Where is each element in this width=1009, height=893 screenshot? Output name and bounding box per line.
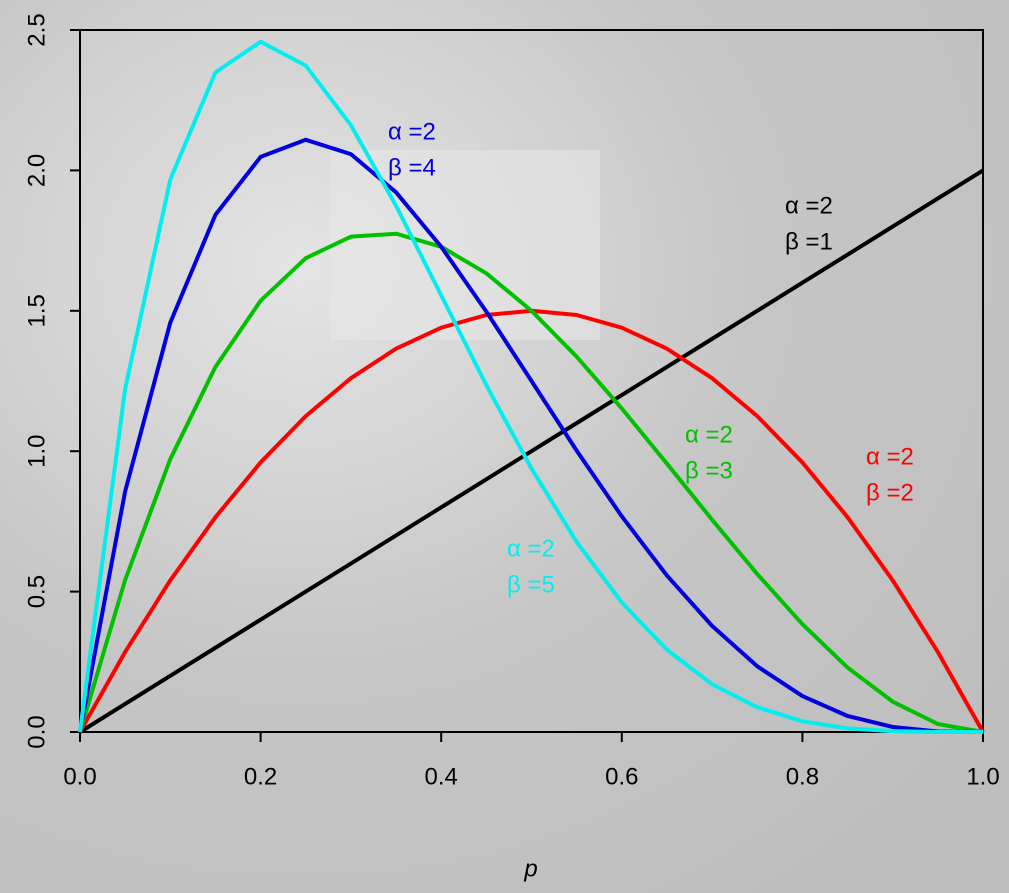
x-tick-label: 0.0 bbox=[63, 763, 96, 790]
series-label: β =4 bbox=[388, 154, 436, 181]
series-label: β =2 bbox=[866, 479, 914, 506]
x-axis-label: p bbox=[523, 855, 537, 882]
y-tick-label: 1.0 bbox=[23, 435, 50, 468]
series-line bbox=[78, 39, 983, 734]
series-line bbox=[78, 137, 984, 734]
series-label: β =3 bbox=[685, 457, 733, 484]
plot-frame bbox=[79, 29, 984, 733]
series-label: α =2 bbox=[785, 192, 833, 219]
series-label: α =2 bbox=[507, 535, 555, 562]
series-label: α =2 bbox=[685, 421, 733, 448]
x-tick-label: 0.2 bbox=[244, 763, 277, 790]
series-label: β =1 bbox=[785, 228, 833, 255]
x-tick-label: 0.6 bbox=[605, 763, 638, 790]
series-label: α =2 bbox=[866, 443, 914, 470]
background-shape bbox=[330, 150, 600, 340]
x-tick-label: 1.0 bbox=[966, 763, 999, 790]
series-label: α =2 bbox=[388, 118, 436, 145]
y-tick-label: 1.5 bbox=[23, 294, 50, 327]
y-tick-label: 2.0 bbox=[23, 154, 50, 187]
x-tick-label: 0.8 bbox=[786, 763, 819, 790]
y-tick-label: 0.0 bbox=[23, 715, 50, 748]
y-tick-label: 0.5 bbox=[23, 575, 50, 608]
series-label: β =5 bbox=[507, 571, 555, 598]
x-tick-label: 0.4 bbox=[425, 763, 458, 790]
series-line bbox=[78, 168, 985, 734]
series-line bbox=[78, 231, 984, 734]
y-tick-label: 2.5 bbox=[23, 13, 50, 46]
